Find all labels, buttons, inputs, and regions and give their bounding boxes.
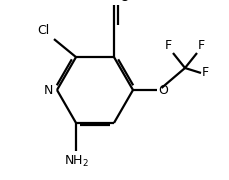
Text: F: F [197, 39, 204, 52]
Text: F: F [164, 39, 171, 52]
Text: F: F [201, 66, 208, 80]
Text: NH$_2$: NH$_2$ [63, 154, 88, 169]
Text: O: O [119, 0, 129, 4]
Text: N: N [44, 84, 53, 96]
Text: Cl: Cl [38, 24, 50, 37]
Text: O: O [157, 84, 167, 96]
